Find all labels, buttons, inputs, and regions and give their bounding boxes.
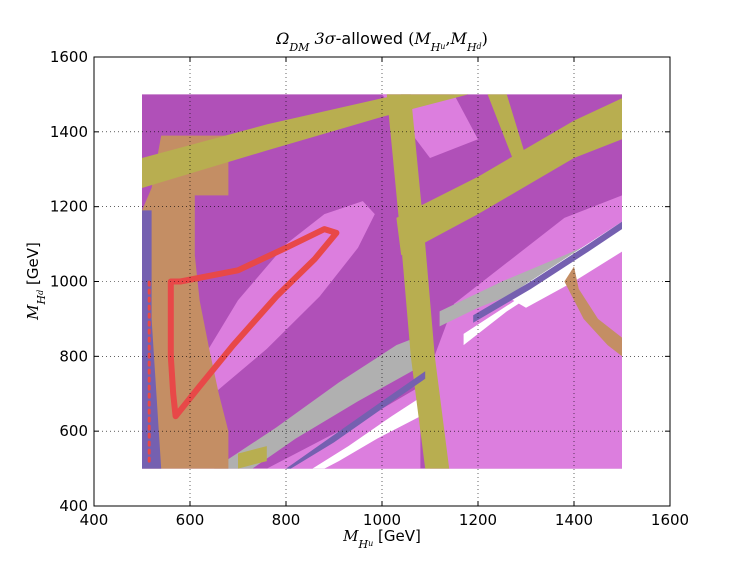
title-mhd: M [450,29,468,48]
x-tick-label: 1400 [555,511,593,529]
title-mhu: M [413,29,431,48]
x-tick-label: 1600 [651,511,689,529]
xlabel-m: M [342,527,359,545]
region-olive-lower-left [238,446,267,469]
curve-layer [147,226,340,463]
title-omega-subscript: DM [288,41,310,54]
y-tick-label: 1200 [50,198,88,216]
x-tick-label: 600 [176,511,205,529]
title-hu-sub: H [430,41,441,54]
y-tick-label: 400 [59,497,88,515]
region-purple-upper-diagonal [473,221,622,323]
region-pink-bottom-wedge [266,386,421,469]
title-hu-subsub: u [440,42,445,51]
y-tick-label: 1400 [50,123,88,141]
grid-lines [94,57,670,506]
chart-title: ΩDM 3σ-allowed (MHu,MHd) [275,29,488,54]
x-tick-label: 1200 [459,511,497,529]
region-olive-small-streak [487,94,531,181]
title-close-paren: ) [482,29,488,48]
title-sigma: 3σ [309,29,336,48]
title-allowed: -allowed [336,29,408,48]
xlabel-unit: [GeV] [373,527,421,545]
x-tick-label: 1000 [363,511,401,529]
region-gray-lower-band [214,333,426,469]
ylabel-subsub: d [36,290,45,295]
region-purple-lower-diagonal [286,371,426,469]
x-axis-label: MHu [GeV] [342,527,421,551]
title-open-paren: ( [408,29,414,48]
y-tick-label: 1600 [50,48,88,66]
region-pink-triangle-region [170,201,375,424]
ylabel-sub: H [35,294,48,305]
curve-red-triangle [167,226,340,420]
x-tick-label: 400 [80,511,109,529]
title-hd-sub: H [466,41,477,54]
y-tick-label: 800 [59,347,88,365]
x-axis-ticks: 400 600 800 1000 1200 1400 1600 [80,57,689,529]
region-tan-left-block [142,135,229,469]
region-olive-diagonal-band [396,98,622,256]
title-comma: , [445,29,450,48]
y-tick-label: 1000 [50,273,88,291]
region-olive-top-band [142,94,469,188]
title-hd-subsub: d [477,42,482,51]
y-tick-label: 600 [59,422,88,440]
region-tan-right-curve [564,266,622,357]
region-white-lower-band [312,397,421,469]
y-axis-label: MHd [GeV] [24,242,48,321]
xlabel-sub: H [358,538,369,551]
ylabel-m: M [24,304,42,321]
region-purple-left-strip [142,210,162,469]
title-omega: Ω [275,29,289,48]
xlabel-subsub: u [368,539,373,548]
ylabel-unit: [GeV] [24,242,42,290]
x-tick-label: 800 [272,511,301,529]
y-axis-ticks: 400 600 800 1000 1200 1400 1600 [50,48,670,515]
